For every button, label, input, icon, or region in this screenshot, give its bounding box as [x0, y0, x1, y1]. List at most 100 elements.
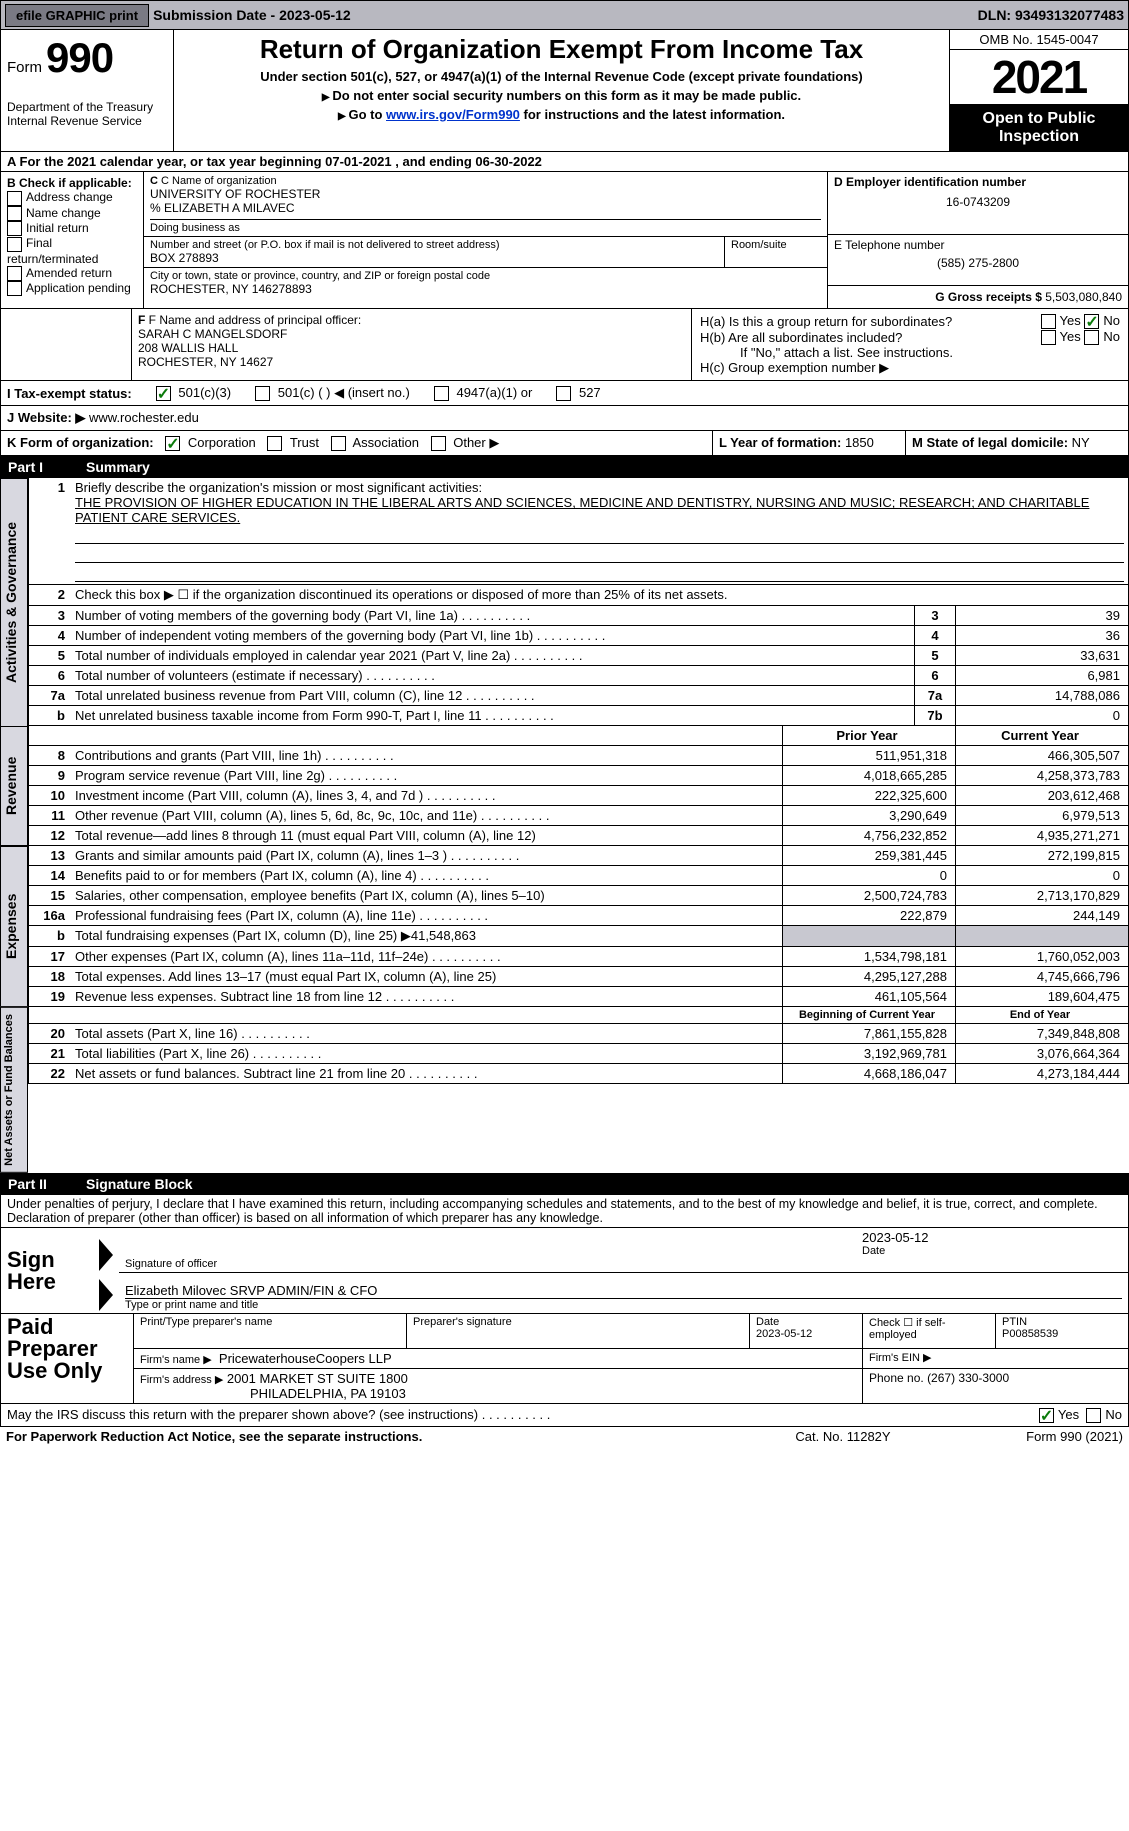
cat-no: Cat. No. 11282Y: [743, 1429, 943, 1444]
summary-net-assets-table: Beginning of Current YearEnd of Year 20T…: [28, 1007, 1129, 1084]
year-formation: 1850: [845, 435, 874, 450]
officer-label: F F Name and address of principal office…: [138, 313, 685, 327]
signature-arrow-icon: [99, 1239, 113, 1271]
irs-link[interactable]: www.irs.gov/Form990: [386, 107, 520, 122]
end-year-header: End of Year: [956, 1007, 1129, 1024]
form-org-row: K Form of organization: Corporation Trus…: [0, 431, 1129, 456]
website-row: J Website: ▶ www.rochester.edu: [0, 406, 1129, 431]
cb-assoc[interactable]: [331, 436, 346, 451]
tab-revenue: Revenue: [0, 726, 28, 846]
tab-expenses: Expenses: [0, 846, 28, 1007]
dln-label: DLN: 93493132077483: [978, 7, 1124, 23]
firm-addr2: PHILADELPHIA, PA 19103: [140, 1386, 406, 1401]
group-exemption-label: H(c) Group exemption number ▶: [700, 360, 1120, 376]
cb-discuss-no[interactable]: [1086, 1408, 1101, 1423]
cb-final-return[interactable]: Final return/terminated: [7, 236, 137, 265]
cb-group-no[interactable]: [1084, 314, 1099, 329]
summary-expenses-table: 13Grants and similar amounts paid (Part …: [28, 846, 1129, 1007]
form-subtitle: Under section 501(c), 527, or 4947(a)(1)…: [182, 69, 941, 84]
cb-501c3[interactable]: [156, 386, 171, 401]
cb-527[interactable]: [556, 386, 571, 401]
room-suite-label: Room/suite: [724, 237, 827, 267]
signature-arrow-icon: [99, 1279, 113, 1311]
summary-revenue-table: Prior YearCurrent Year 8Contributions an…: [28, 726, 1129, 846]
open-to-public: Open to Public Inspection: [950, 104, 1128, 151]
firm-phone: (267) 330-3000: [927, 1371, 1009, 1385]
tab-activities-governance: Activities & Governance: [0, 478, 28, 726]
city-label: City or town, state or province, country…: [150, 270, 821, 282]
city-state-zip: ROCHESTER, NY 146278893: [150, 282, 821, 296]
part-1-header: Part ISummary: [0, 456, 1129, 478]
cb-initial-return[interactable]: Initial return: [7, 221, 137, 236]
efile-print-button[interactable]: efile GRAPHIC print: [5, 4, 149, 27]
cb-sub-no[interactable]: [1084, 330, 1099, 345]
summary-activities-table: 1 Briefly describe the organization's mi…: [28, 478, 1129, 726]
form-title: Return of Organization Exempt From Incom…: [182, 34, 941, 65]
ein-label: D Employer identification number: [834, 175, 1122, 189]
cb-application-pending[interactable]: Application pending: [7, 281, 137, 296]
cb-trust[interactable]: [267, 436, 282, 451]
tax-year: 2021: [950, 50, 1128, 104]
top-bar: efile GRAPHIC print Submission Date - 20…: [0, 0, 1129, 30]
sign-here-block: Sign Here Signature of officer 2023-05-1…: [0, 1228, 1129, 1314]
header-info-block: B Check if applicable: Address change Na…: [0, 172, 1129, 309]
telephone-value: (585) 275-2800: [834, 256, 1122, 270]
firm-name: PricewaterhouseCoopers LLP: [219, 1351, 392, 1366]
omb-number: OMB No. 1545-0047: [950, 30, 1128, 50]
address-street: BOX 278893: [150, 251, 718, 265]
irs-label: Internal Revenue Service: [7, 114, 167, 128]
dba-label: Doing business as: [150, 220, 821, 236]
mission-label: Briefly describe the organization's miss…: [75, 480, 1124, 495]
beginning-year-header: Beginning of Current Year: [783, 1007, 956, 1024]
cb-group-yes[interactable]: [1041, 314, 1056, 329]
officer-addr1: 208 WALLIS HALL: [138, 341, 685, 355]
website-value[interactable]: www.rochester.edu: [85, 410, 198, 425]
prior-year-header: Prior Year: [783, 726, 956, 746]
cb-other[interactable]: [431, 436, 446, 451]
penalties-declaration: Under penalties of perjury, I declare th…: [0, 1195, 1129, 1228]
tax-status-row: I Tax-exempt status: 501(c)(3) 501(c) ( …: [0, 381, 1129, 406]
section-b-header: B Check if applicable:: [7, 176, 137, 190]
current-year-header: Current Year: [956, 726, 1129, 746]
cb-501c[interactable]: [255, 386, 270, 401]
form-footer-label: Form 990 (2021): [943, 1429, 1123, 1444]
firm-addr1: 2001 MARKET ST SUITE 1800: [227, 1371, 408, 1386]
signer-name: Elizabeth Milovec SRVP ADMIN/FIN & CFO: [125, 1283, 1122, 1298]
ein-value: 16-0743209: [834, 195, 1122, 209]
cb-discuss-yes[interactable]: [1039, 1408, 1054, 1423]
group-return-label: H(a) Is this a group return for subordin…: [700, 314, 1041, 329]
telephone-label: E Telephone number: [834, 238, 1122, 252]
cb-name-change[interactable]: Name change: [7, 206, 137, 221]
part-2-header: Part IISignature Block: [0, 1173, 1129, 1195]
cb-address-change[interactable]: Address change: [7, 190, 137, 205]
dept-treasury: Department of the Treasury: [7, 100, 167, 114]
form-990-logo: Form990: [7, 34, 167, 82]
tab-net-assets: Net Assets or Fund Balances: [0, 1007, 28, 1173]
org-name: UNIVERSITY OF ROCHESTER: [150, 187, 821, 201]
org-name-label: C C Name of organization: [150, 175, 821, 187]
ssn-warning: Do not enter social security numbers on …: [182, 88, 941, 103]
care-of: % ELIZABETH A MILAVEC: [150, 201, 821, 220]
sign-here-label: Sign Here: [1, 1228, 94, 1314]
discontinued-check: Check this box ▶ ☐ if the organization d…: [71, 585, 1129, 606]
discuss-row: May the IRS discuss this return with the…: [0, 1404, 1129, 1427]
footer: For Paperwork Reduction Act Notice, see …: [0, 1427, 1129, 1446]
subordinates-label: H(b) Are all subordinates included?: [700, 330, 1041, 345]
tax-period: A For the 2021 calendar year, or tax yea…: [0, 152, 1129, 172]
cb-corp[interactable]: [165, 436, 180, 451]
cb-amended-return[interactable]: Amended return: [7, 266, 137, 281]
gross-receipts-label: G Gross receipts $: [935, 290, 1045, 304]
submission-date-label: Submission Date - 2023-05-12: [153, 7, 351, 23]
cb-sub-yes[interactable]: [1041, 330, 1056, 345]
cb-4947[interactable]: [434, 386, 449, 401]
ptin-value: P00858539: [1002, 1328, 1058, 1340]
mission-text: THE PROVISION OF HIGHER EDUCATION IN THE…: [75, 495, 1124, 525]
officer-name: SARAH C MANGELSDORF: [138, 327, 685, 341]
instructions-link-row: Go to www.irs.gov/Form990 for instructio…: [182, 107, 941, 122]
paid-preparer-label: Paid Preparer Use Only: [1, 1314, 134, 1404]
officer-addr2: ROCHESTER, NY 14627: [138, 355, 685, 369]
subordinates-note: If "No," attach a list. See instructions…: [700, 345, 1120, 360]
officer-group-block: F F Name and address of principal office…: [0, 309, 1129, 381]
gross-receipts-value: 5,503,080,840: [1045, 290, 1122, 304]
paid-preparer-block: Paid Preparer Use Only Print/Type prepar…: [0, 1314, 1129, 1404]
